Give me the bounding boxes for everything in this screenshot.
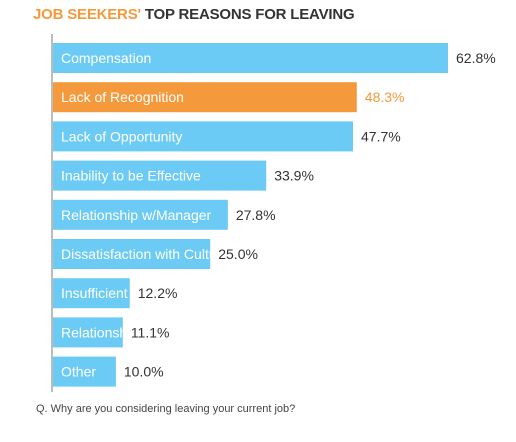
bar-group: Relationship w/Manager 27.8% [53, 199, 276, 230]
bar-category-label: Relationship w/ Peers [61, 324, 196, 340]
bar [53, 239, 211, 269]
survey-question: Q. Why are you considering leaving your … [36, 403, 296, 415]
bar-category-label: Lack of Recognition [61, 89, 184, 105]
bar [53, 43, 448, 73]
bar-category-label: Relationship w/Manager [61, 207, 212, 223]
chart-title-highlight: JOB SEEKERS' [33, 6, 141, 23]
bar [53, 199, 228, 230]
bar-category-label: Insufficient Job Title [61, 285, 184, 301]
bar [53, 356, 116, 387]
bar-value-label: 10.0% [124, 364, 164, 380]
bar [53, 160, 267, 191]
bar-category-label: Compensation [61, 50, 151, 66]
chart-title: JOB SEEKERS' TOP REASONS FOR LEAVING [33, 6, 355, 23]
bar-value-label: 11.1% [131, 324, 170, 340]
chart-title-rest: TOP REASONS FOR LEAVING [140, 6, 355, 23]
bar-group: Lack of Opportunity 47.7% [53, 121, 401, 152]
bar-value-label: 47.7% [361, 128, 401, 144]
bar-value-label: 27.8% [236, 207, 276, 223]
bar-group: Compensation 62.8% [53, 43, 496, 73]
bar-category-label: Lack of Opportunity [61, 128, 182, 144]
bar-value-label: 48.3% [365, 89, 405, 105]
bar [53, 317, 123, 348]
bar [53, 121, 354, 152]
bar-group: Other 10.0% [53, 356, 164, 387]
bar-category-label: Inability to be Effective [61, 168, 201, 184]
bar-value-label: 33.9% [274, 168, 314, 184]
bar-value-label: 62.8% [456, 50, 496, 66]
bar-value-label: 25.0% [218, 246, 258, 262]
bar-group: Lack of Recognition 48.3% [53, 82, 405, 113]
bar-value-label: 12.2% [138, 285, 178, 301]
bar [53, 278, 130, 309]
bar [53, 82, 357, 113]
bar-category-label: Dissatisfaction with Culture [61, 246, 229, 262]
bar-category-label: Other [61, 364, 96, 380]
bar-chart: Compensation 62.8% Lack of Recognition 48.3… [51, 34, 496, 392]
bar-group: Inability to be Effective 33.9% [53, 160, 314, 191]
